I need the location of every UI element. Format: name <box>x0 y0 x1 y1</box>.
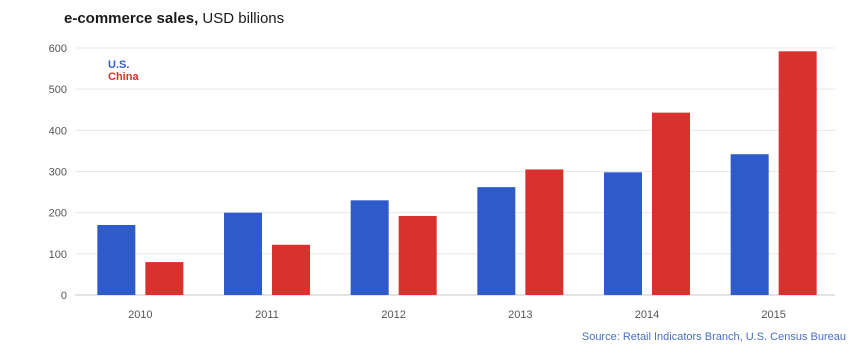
chart-title: e-commerce sales, USD billions <box>64 10 284 27</box>
legend-entry: China <box>108 71 139 83</box>
x-tick-label: 2013 <box>508 309 532 321</box>
bar-china-2013 <box>525 169 564 295</box>
bar-china-2014 <box>652 112 690 295</box>
x-tick-label: 2010 <box>128 309 152 321</box>
x-tick-label: 2014 <box>635 309 659 321</box>
bar-china-2011 <box>272 244 310 295</box>
source-note: Source: Retail Indicators Branch, U.S. C… <box>581 331 846 343</box>
y-tick-label: 600 <box>49 43 67 55</box>
y-tick-label: 400 <box>49 125 67 137</box>
bar-us-2011 <box>224 212 262 295</box>
legend-entry: U.S. <box>108 59 129 71</box>
x-tick-label: 2011 <box>255 309 279 321</box>
bar-us-2014 <box>604 172 642 295</box>
chart-title-units: USD billions <box>198 10 285 27</box>
x-tick-label: 2012 <box>381 309 405 321</box>
y-tick-label: 100 <box>49 249 67 261</box>
y-tick-label: 0 <box>61 290 67 302</box>
y-tick-label: 300 <box>49 167 67 179</box>
bar-us-2012 <box>350 200 389 295</box>
x-tick-label: 2015 <box>761 309 785 321</box>
y-tick-label: 500 <box>49 84 67 96</box>
bar-us-2015 <box>730 154 769 295</box>
bar-china-2012 <box>398 215 437 295</box>
y-tick-label: 200 <box>49 208 67 220</box>
bar-us-2013 <box>477 187 516 295</box>
bar-china-2015 <box>778 51 817 295</box>
bar-us-2010 <box>97 225 136 295</box>
chart-title-bold: e-commerce sales, <box>64 10 199 27</box>
bar-china-2010 <box>145 262 184 295</box>
